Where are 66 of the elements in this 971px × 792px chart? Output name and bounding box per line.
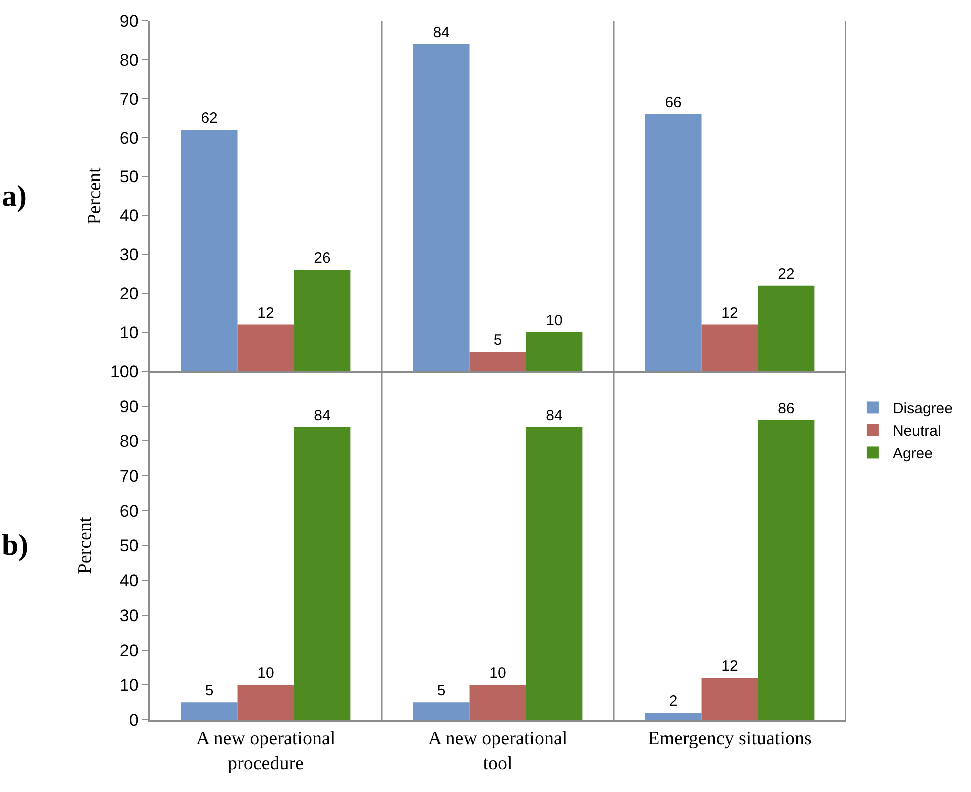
y-tick-label: 90 — [120, 397, 139, 416]
y-tick-label: 80 — [120, 50, 139, 70]
bar — [526, 427, 583, 720]
y-tick-label: 50 — [120, 168, 139, 187]
y-tick-label: 60 — [120, 502, 139, 521]
data-label: 10 — [258, 665, 274, 682]
y-axis-title: Percent — [74, 516, 96, 574]
bar — [413, 44, 470, 372]
y-tick-label: 40 — [120, 206, 139, 226]
data-label: 66 — [665, 94, 682, 112]
data-label: 86 — [778, 400, 795, 418]
legend-label: Agree — [892, 446, 933, 463]
bar — [702, 324, 758, 372]
data-label: 5 — [437, 682, 446, 700]
legend-label: Neutral — [892, 423, 942, 440]
data-label: 84 — [546, 407, 563, 424]
y-tick-label: 10 — [120, 324, 139, 342]
bar — [758, 286, 815, 372]
data-label: 12 — [722, 304, 738, 322]
data-label: 84 — [433, 24, 450, 42]
y-tick-label: 30 — [120, 246, 139, 265]
bar — [470, 352, 526, 372]
bar — [238, 685, 294, 720]
data-label: 62 — [201, 110, 218, 128]
data-label: 10 — [546, 312, 563, 330]
data-label: 5 — [205, 682, 214, 700]
y-tick-label: 60 — [120, 128, 139, 148]
data-label: 12 — [258, 304, 274, 322]
y-tick-label: 0 — [129, 710, 139, 730]
y-tick-label: 20 — [120, 284, 139, 304]
bar — [645, 713, 702, 720]
bar — [181, 130, 238, 372]
y-axis-title: Percent — [84, 167, 106, 225]
legend-label: Disagree — [892, 400, 953, 418]
y-tick-label: 70 — [120, 466, 139, 486]
text: b) — [2, 529, 29, 562]
bar — [526, 332, 583, 372]
bar — [702, 678, 758, 720]
data-label: 12 — [722, 658, 738, 676]
data-label: 10 — [490, 665, 506, 682]
bar — [758, 420, 815, 720]
y-tick-label: 50 — [120, 536, 139, 556]
y-tick-label: 80 — [120, 432, 139, 452]
y-tick-label: 100 — [110, 362, 139, 382]
data-label: 22 — [778, 266, 795, 283]
data-label: 26 — [314, 250, 331, 268]
bar — [413, 702, 470, 720]
y-tick-label: 70 — [120, 90, 139, 109]
text: a) — [2, 180, 27, 213]
bar — [181, 702, 238, 720]
x-tick-label: Emergency situations — [648, 728, 812, 750]
x-tick-label: A new operational procedure — [196, 728, 336, 774]
data-label: 5 — [494, 332, 502, 350]
data-label: 2 — [669, 693, 678, 710]
bar — [294, 427, 351, 720]
bar — [294, 270, 351, 372]
y-tick-label: 10 — [120, 676, 139, 696]
bar — [238, 324, 294, 372]
y-tick-label: 30 — [120, 606, 139, 626]
bar — [470, 685, 526, 720]
y-tick-label: 20 — [120, 641, 139, 660]
y-tick-label: 40 — [120, 572, 139, 591]
bar — [645, 114, 702, 372]
data-label: 84 — [314, 407, 331, 424]
y-tick-label: 90 — [120, 12, 139, 31]
x-tick-label: A new operational tool — [428, 728, 568, 774]
